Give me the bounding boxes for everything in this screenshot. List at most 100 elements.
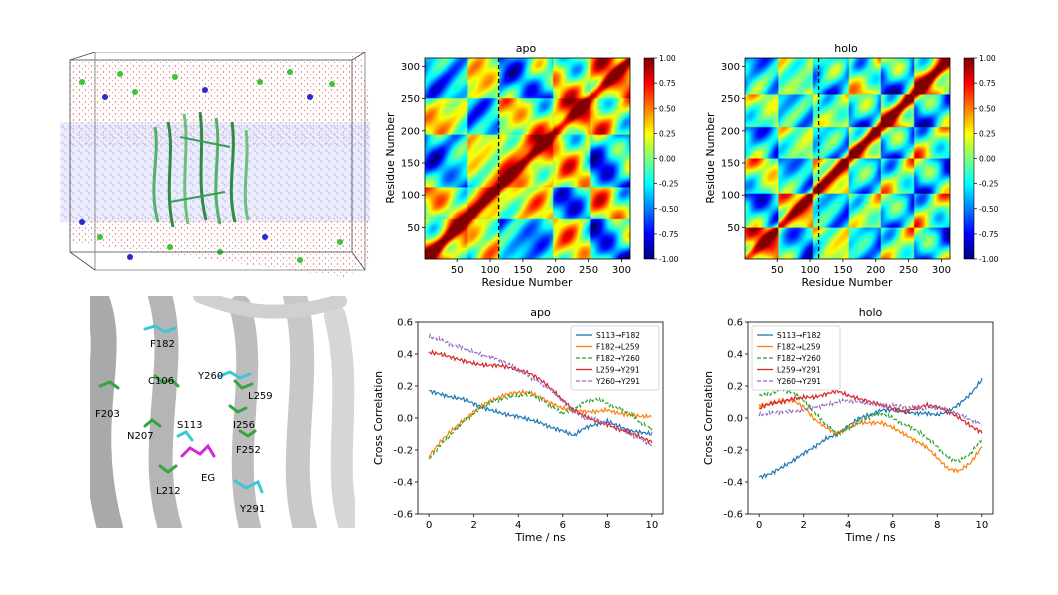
chart-title: apo xyxy=(530,306,551,319)
colorbar-apo xyxy=(644,58,654,259)
y-tick-label: 0.6 xyxy=(397,318,413,329)
y-tick-label: 0.6 xyxy=(727,318,743,329)
legend-box xyxy=(751,325,841,391)
colorbar-tick-label: 0.00 xyxy=(659,155,676,164)
residue-label-y260: Y260 xyxy=(197,371,223,382)
binding-site-picture: F182 C106 Y260 L259 F203 N207 S113 I256 … xyxy=(90,296,355,528)
residue-label-s113: S113 xyxy=(177,420,202,431)
colorbar-tick-label: 1.00 xyxy=(979,54,996,63)
y-tick-label: 0.4 xyxy=(727,350,743,361)
colorbar-tick-label: -0.75 xyxy=(979,230,999,239)
y-tick-label: -0.2 xyxy=(393,446,413,457)
legend-label: L259→Y291 xyxy=(777,366,821,375)
x-tick-label: 0 xyxy=(756,520,762,531)
x-tick-label: 150 xyxy=(833,265,852,276)
y-tick-label: 0.0 xyxy=(397,414,413,425)
colorbar-tick-label: -1.00 xyxy=(659,255,679,264)
x-tick-label: 2 xyxy=(800,520,806,531)
y-tick-label: -0.6 xyxy=(723,510,743,521)
colorbar-tick-label: 0.75 xyxy=(979,79,996,88)
heatmap-holo-image xyxy=(745,58,950,259)
y-tick-label: 200 xyxy=(721,126,740,137)
y-tick-label: 150 xyxy=(401,159,420,170)
y-tick-label: 0.4 xyxy=(397,350,413,361)
y-tick-label: 300 xyxy=(401,62,420,73)
x-tick-label: 50 xyxy=(451,265,464,276)
heatmap-apo-title: apo xyxy=(516,42,537,55)
x-tick-label: 200 xyxy=(546,265,565,276)
y-tick-label: 200 xyxy=(401,126,420,137)
legend-label: L259→Y291 xyxy=(596,366,640,375)
y-tick-label: 0.2 xyxy=(397,382,413,393)
x-tick-label: 10 xyxy=(975,520,988,531)
series-line xyxy=(758,388,983,435)
x-tick-label: 150 xyxy=(513,265,532,276)
series-line xyxy=(758,396,983,474)
x-tick-label: 10 xyxy=(645,520,658,531)
colorbar-tick-label: 0.25 xyxy=(659,129,676,138)
heatmap-apo-ylabel: Residue Number xyxy=(384,112,397,204)
legend-label: F182→Y260 xyxy=(777,354,821,363)
colorbar-tick-label: -1.00 xyxy=(979,255,999,264)
heatmap-apo: apo 50 100 150 200 250 300 50 100 150 200 250 300 R… xyxy=(384,42,679,289)
x-tick-label: 8 xyxy=(604,520,610,531)
series-line xyxy=(428,332,653,447)
y-axis-label: Cross Correlation xyxy=(372,371,385,465)
x-tick-label: 0 xyxy=(426,520,432,531)
legend-label: S113→F182 xyxy=(596,331,640,340)
colorbar-tick-label: 0.50 xyxy=(659,104,676,113)
series-line xyxy=(428,390,653,460)
y-tick-label: 0.2 xyxy=(727,382,743,393)
series-line xyxy=(428,389,653,437)
background-helices xyxy=(90,296,355,528)
x-tick-label: 8 xyxy=(934,520,940,531)
x-axis-label: Time / ns xyxy=(514,531,566,544)
y-tick-label: 50 xyxy=(727,223,740,234)
x-tick-label: 250 xyxy=(579,265,598,276)
colorbar-holo xyxy=(964,58,974,259)
residue-label-f182: F182 xyxy=(150,339,175,350)
colorbar-tick-label: 0.00 xyxy=(979,155,996,164)
water-layer-bottom xyxy=(70,217,370,277)
residue-sticks xyxy=(98,324,264,494)
x-tick-label: 4 xyxy=(845,520,851,531)
colorbar-tick-label: 0.75 xyxy=(659,79,676,88)
colorbar-tick-label: -0.25 xyxy=(979,180,999,189)
y-tick-label: -0.4 xyxy=(393,478,413,489)
heatmap-apo-xlabel: Residue Number xyxy=(481,276,573,289)
legend-label: F182→L259 xyxy=(777,343,821,352)
heatmap-holo-title: holo xyxy=(834,42,858,55)
heatmap-holo-xlabel: Residue Number xyxy=(801,276,893,289)
residue-label-f203: F203 xyxy=(95,409,120,420)
colorbar-tick-label: -0.75 xyxy=(659,230,679,239)
colorbar-tick-label: 0.50 xyxy=(979,104,996,113)
x-tick-label: 4 xyxy=(515,520,521,531)
x-tick-label: 100 xyxy=(481,265,500,276)
x-tick-label: 200 xyxy=(866,265,885,276)
legend-box xyxy=(570,325,660,391)
heatmap-holo: holo 50 100 150 200 250 30050100150200250300 … xyxy=(704,42,999,289)
x-tick-label: 250 xyxy=(899,265,918,276)
y-axis-label: Cross Correlation xyxy=(702,371,715,465)
x-tick-label: 2 xyxy=(470,520,476,531)
y-tick-label: 250 xyxy=(721,94,740,105)
x-tick-label: 100 xyxy=(801,265,820,276)
colorbar-tick-label: -0.50 xyxy=(659,205,679,214)
x-tick-label: 300 xyxy=(612,265,631,276)
residue-label-l212: L212 xyxy=(156,486,181,497)
series-line xyxy=(428,388,652,459)
series-line xyxy=(758,387,983,463)
chart-title: holo xyxy=(859,306,883,319)
series-line xyxy=(758,377,983,480)
y-tick-label: 50 xyxy=(407,223,420,234)
x-tick-label: 6 xyxy=(890,520,896,531)
line-chart-holo: holo 0 2 4 6 8 10 -0.6 -0.4 -0.2 0.0 0.2 0.4 0.6 Time … xyxy=(702,306,994,544)
y-tick-label: -0.6 xyxy=(393,510,413,521)
legend-label: Y260→Y291 xyxy=(776,377,821,386)
residue-label-l259: L259 xyxy=(248,391,273,402)
heatmap-holo-ylabel: Residue Number xyxy=(704,112,717,204)
y-tick-label: 250 xyxy=(401,94,420,105)
y-tick-label: 100 xyxy=(401,191,420,202)
simulation-box-edges xyxy=(69,52,366,271)
y-tick-label: 150 xyxy=(721,159,740,170)
